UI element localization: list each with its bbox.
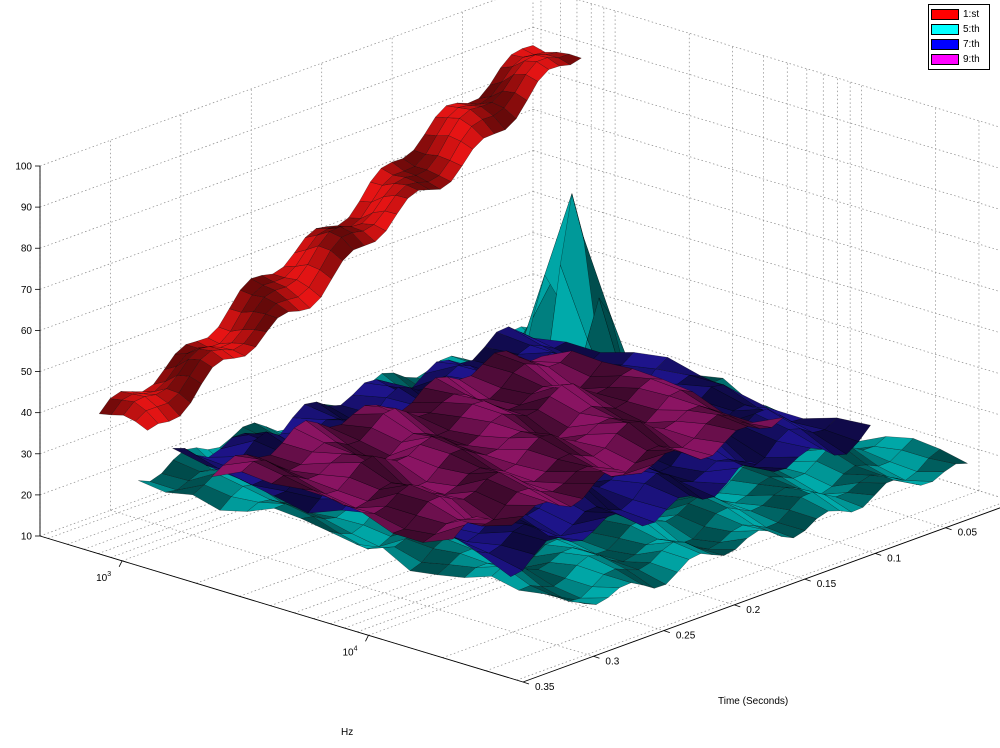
surfaces [98, 45, 969, 605]
frequency-tick-mark [365, 635, 369, 642]
frequency-axis-line [39, 535, 524, 683]
time-tick-label: 0.35 [535, 682, 555, 693]
time-tick-mark [945, 527, 952, 531]
gridline [39, 314, 534, 496]
surface-9th-facet [741, 417, 784, 428]
gridline [39, 0, 496, 167]
gridline [39, 26, 534, 208]
frequency-tick-mark [118, 560, 123, 567]
legend-swatch-7th [931, 39, 959, 50]
y-axis-label: Hz [341, 727, 353, 738]
gridline [39, 232, 534, 413]
gridline [578, 0, 1000, 128]
legend-swatch-9th [931, 54, 959, 65]
z-tick-label: 50 [21, 367, 33, 378]
legend-item-1st: 1:st [931, 7, 989, 22]
z-tick-label: 60 [21, 326, 33, 337]
gridline [532, 191, 1000, 334]
gridline [532, 26, 1000, 169]
time-tick-label: 0.1 [887, 553, 901, 564]
surface-7th-facet [824, 417, 871, 442]
legend-swatch-5th [931, 24, 959, 35]
frequency-tick-exponent: 4 [354, 645, 358, 652]
time-tick-mark [522, 681, 530, 685]
gridline [39, 191, 534, 372]
time-axis-line [522, 507, 1000, 683]
legend-label: 5:th [963, 24, 980, 35]
time-tick-mark [663, 630, 670, 633]
z-tick-label: 90 [21, 203, 33, 214]
legend-item-9th: 9:th [931, 52, 989, 67]
frequency-tick-label: 103 [96, 571, 111, 584]
time-tick-mark [593, 655, 600, 659]
gridline [39, 67, 534, 249]
legend-item-5th: 5:th [931, 22, 989, 37]
gridline [532, 67, 1000, 210]
frequency-tick-exponent: 3 [107, 571, 111, 578]
time-tick-mark [875, 553, 882, 556]
legend-label: 7:th [963, 39, 980, 50]
time-tick-label: 0.15 [817, 579, 837, 590]
legend: 1:st 5:th 7:th 9:th [928, 4, 990, 70]
gridline [532, 108, 1000, 251]
z-tick-label: 80 [21, 244, 33, 255]
z-tick-label: 30 [21, 449, 33, 460]
z-tick-label: 70 [21, 285, 33, 296]
z-tick-label: 40 [21, 408, 33, 419]
time-tick-label: 0.05 [958, 528, 978, 539]
legend-item-7th: 7:th [931, 37, 989, 52]
gridline [516, 503, 1000, 681]
time-tick-mark [734, 604, 741, 608]
time-tick-label: 0.25 [676, 631, 696, 642]
x-axis-label: Time (Seconds) [718, 696, 788, 707]
gridline [532, 273, 1000, 416]
time-tick-mark [804, 578, 811, 582]
frequency-tick-label: 104 [342, 645, 357, 658]
surface-9th [211, 350, 784, 543]
surface-1st-facet [557, 53, 582, 66]
surface-1st [98, 45, 582, 431]
z-tick-label: 100 [15, 162, 32, 173]
gridline [110, 509, 594, 657]
time-tick-label: 0.3 [605, 656, 619, 667]
gridline [532, 232, 1000, 375]
gridline [485, 490, 980, 672]
legend-label: 1:st [963, 9, 980, 20]
legend-swatch-1st [931, 9, 959, 20]
time-tick-label: 0.2 [746, 605, 760, 616]
gridline [39, 273, 534, 455]
legend-label: 9:th [963, 54, 980, 65]
z-tick-label: 20 [21, 490, 33, 501]
z-tick-label: 10 [21, 532, 33, 543]
surface-5th-facet [928, 448, 969, 465]
gridline [532, 150, 1000, 292]
